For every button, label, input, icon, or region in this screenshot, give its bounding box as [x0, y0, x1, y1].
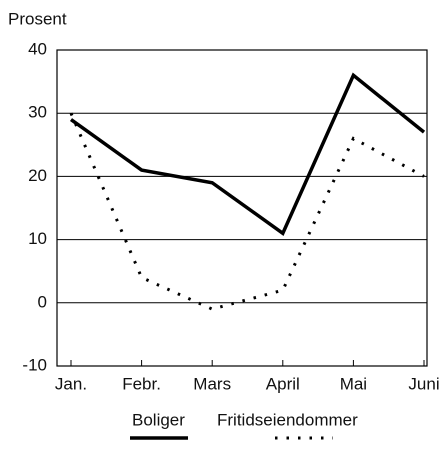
x-tick-label: April — [266, 374, 300, 393]
x-tick-label: Febr. — [122, 374, 161, 393]
series-line — [69, 112, 425, 311]
x-tick-label: Juni — [408, 374, 439, 393]
y-tick-label: 0 — [38, 292, 47, 311]
legend-label: Boliger — [132, 410, 185, 429]
legend-label: Fritidseiendommer — [217, 410, 358, 429]
x-tick-label: Jan. — [55, 374, 87, 393]
plot-frame — [56, 49, 428, 367]
y-tick-label: 40 — [28, 39, 47, 58]
x-tick-label: Mars — [193, 374, 231, 393]
y-tick-label: 30 — [28, 103, 47, 122]
x-tick-label: Mai — [340, 374, 367, 393]
series-line — [69, 72, 426, 236]
y-tick-label: 20 — [28, 166, 47, 185]
y-axis-label: Prosent — [8, 9, 67, 28]
y-tick-label: -10 — [22, 355, 47, 374]
y-tick-label: 10 — [28, 229, 47, 248]
